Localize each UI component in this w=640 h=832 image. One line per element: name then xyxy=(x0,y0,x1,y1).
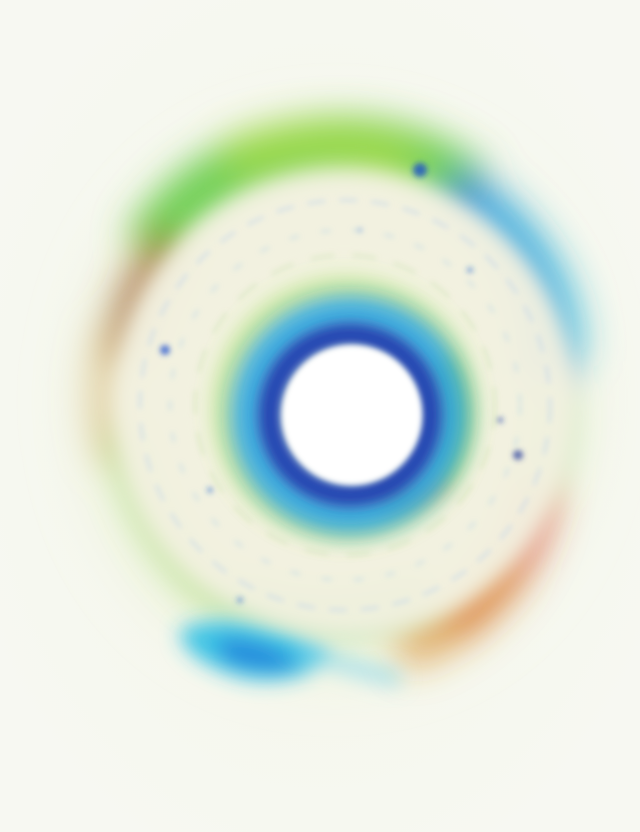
speckle-rings xyxy=(139,163,551,611)
core xyxy=(282,345,422,485)
cyan-streak xyxy=(180,620,402,687)
inner-glow xyxy=(231,296,469,534)
cream-band xyxy=(112,172,578,638)
inner-dark-ring xyxy=(258,323,442,507)
